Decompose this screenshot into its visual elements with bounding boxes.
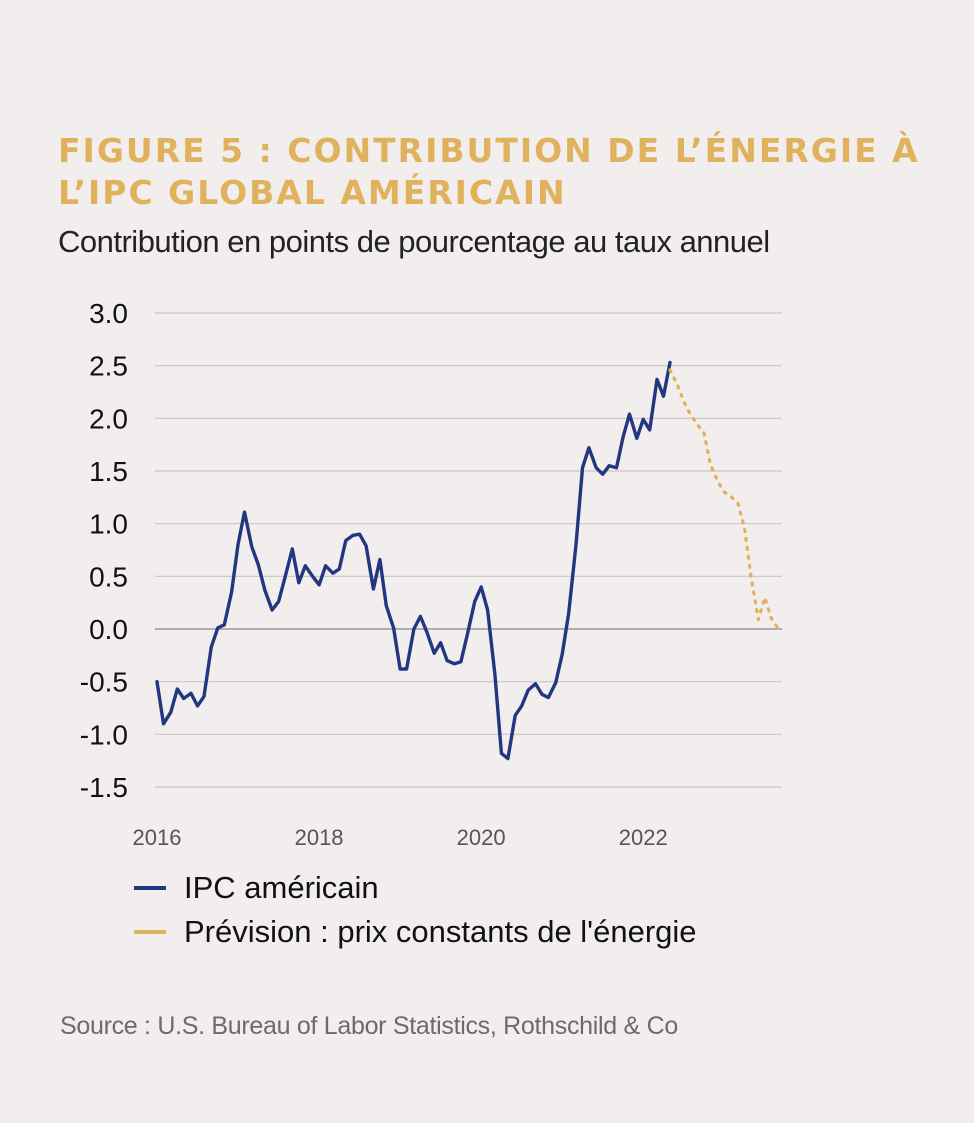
y-tick-label: 1.0: [89, 509, 128, 540]
x-tick-label: 2020: [457, 825, 506, 850]
x-tick-label: 2016: [133, 825, 182, 850]
legend-swatch-forecast: [134, 930, 166, 934]
y-tick-label: 3.0: [89, 298, 128, 329]
legend-label-ipc: IPC américain: [184, 870, 379, 905]
legend-item-ipc: IPC américain: [134, 866, 697, 910]
legend-item-forecast: Prévision : prix constants de l'énergie: [134, 910, 697, 954]
x-tick-label: 2018: [295, 825, 344, 850]
legend-swatch-ipc: [134, 886, 166, 890]
y-tick-label: 0.0: [89, 614, 128, 645]
series-line-ipc: [155, 360, 672, 761]
y-tick-label: 2.5: [89, 351, 128, 382]
series-lines: [155, 360, 781, 761]
legend-label-forecast: Prévision : prix constants de l'énergie: [184, 914, 697, 949]
x-axis-ticks: 2016 2018 2020 2022: [133, 825, 668, 850]
y-tick-label: 0.5: [89, 561, 128, 592]
grid-lines: [155, 312, 782, 788]
y-tick-label: -0.5: [80, 667, 128, 698]
chart-subtitle: Contribution en points de pourcentage au…: [58, 224, 770, 259]
y-tick-label: -1.5: [80, 772, 128, 803]
y-tick-label: 2.0: [89, 403, 128, 434]
y-tick-label: 1.5: [89, 456, 128, 487]
legend: IPC américain Prévision : prix constants…: [134, 866, 697, 954]
series-line-forecast: [668, 368, 781, 631]
chart-title: FIGURE 5 : CONTRIBUTION DE L’ÉNERGIE À L…: [58, 131, 920, 212]
y-tick-label: -1.0: [80, 719, 128, 750]
x-tick-label: 2022: [619, 825, 668, 850]
source-note: Source : U.S. Bureau of Labor Statistics…: [60, 1012, 678, 1040]
y-axis-ticks: 3.0 2.5 2.0 1.5 1.0 0.5 0.0 -0.5 -1.0 -1.5: [80, 298, 128, 803]
